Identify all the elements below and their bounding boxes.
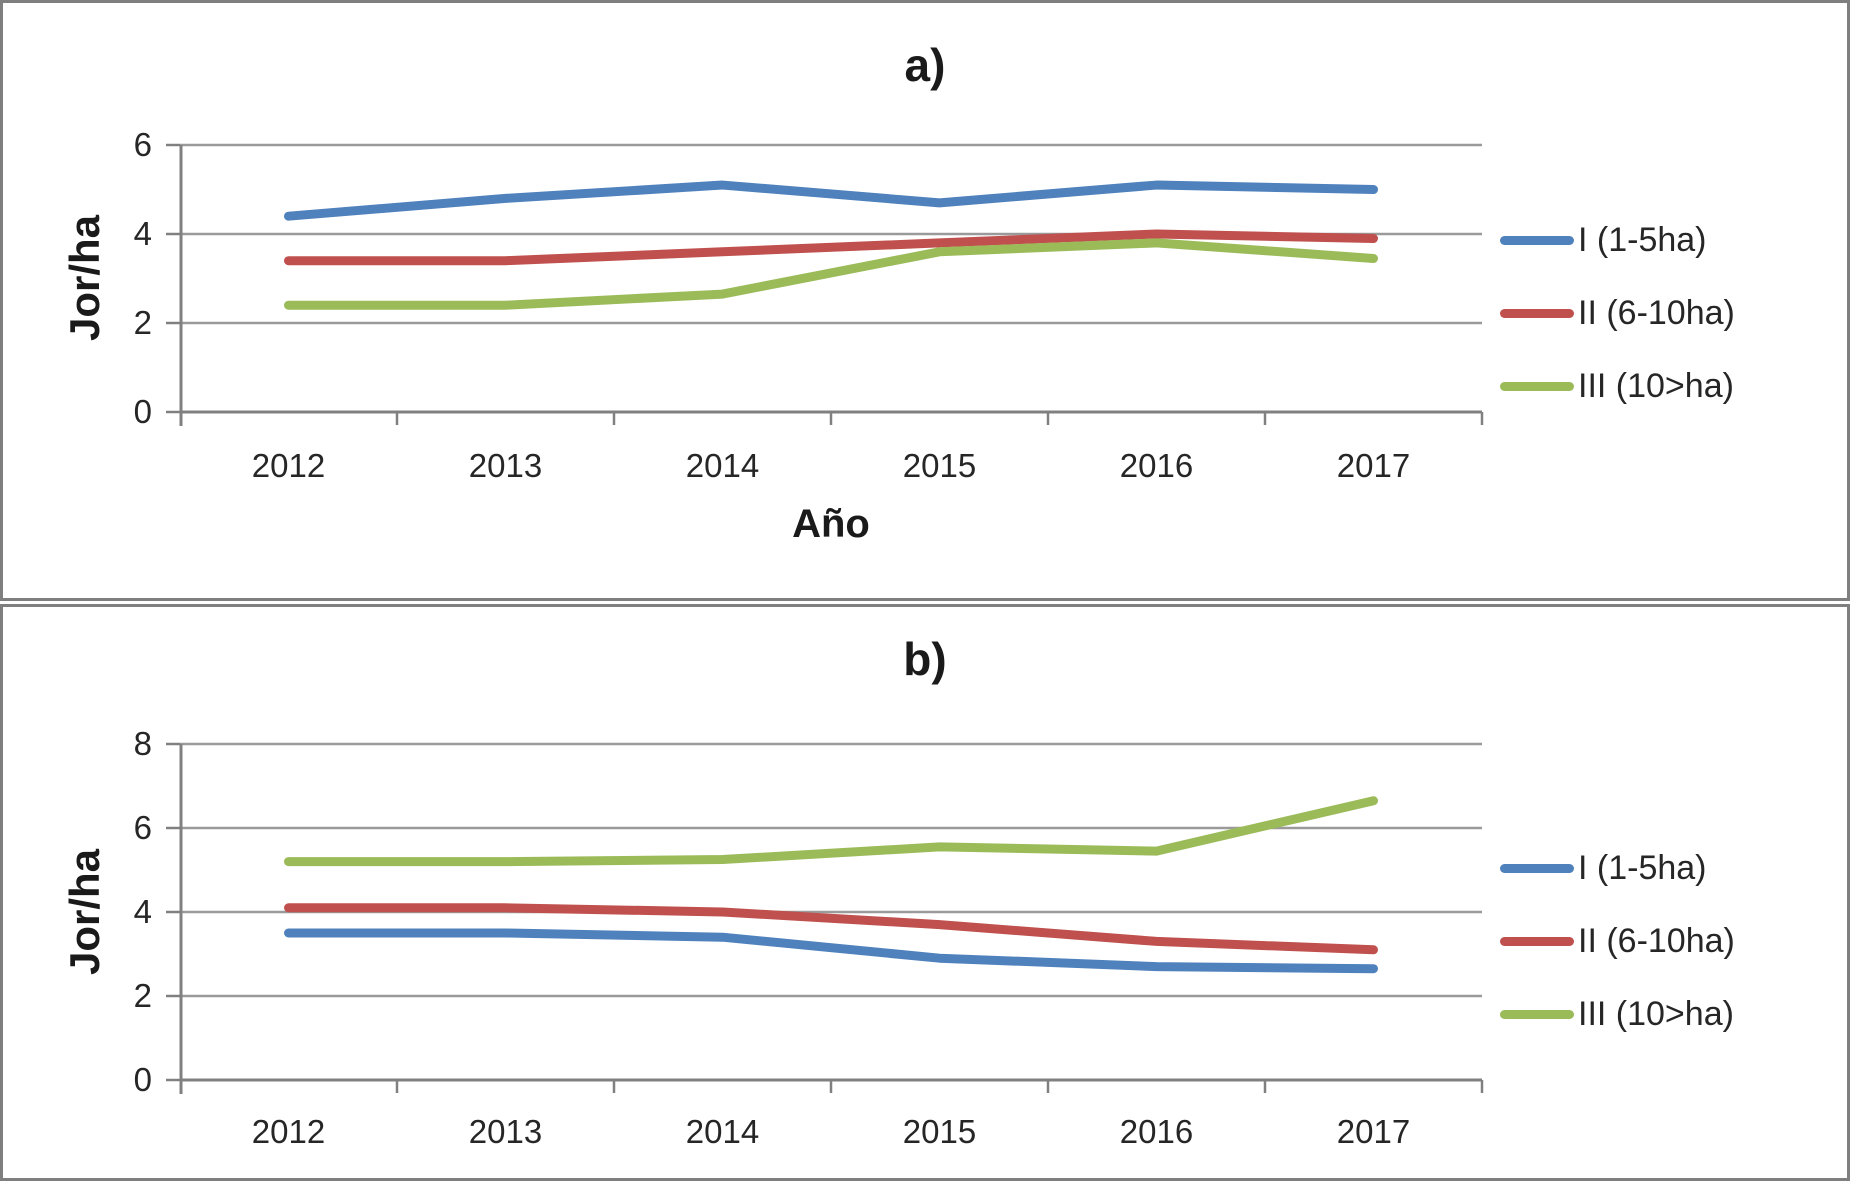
chart-panel-b [0,604,1850,1181]
legend-label: I (1-5ha) [1578,220,1707,259]
chart-b-legend: I (1-5ha) II (6-10ha) III (10>ha) [1500,846,1845,1065]
legend-label: III (10>ha) [1578,994,1734,1033]
legend-item: III (10>ha) [1500,364,1845,408]
y-tick-label: 6 [133,809,152,846]
x-tick-label: 2016 [1119,1113,1194,1150]
y-tick-label: 4 [133,215,152,252]
y-tick-label: 4 [133,893,152,930]
x-tick-label: 2014 [685,447,760,484]
legend-label: II (6-10ha) [1578,293,1735,332]
legend-item: III (10>ha) [1500,992,1845,1036]
x-tick-label: 2017 [1336,447,1411,484]
legend-label: I (1-5ha) [1578,848,1707,887]
chart-a-legend: I (1-5ha) II (6-10ha) III (10>ha) [1500,218,1845,437]
x-tick-label: 2016 [1119,447,1194,484]
x-tick-label: 2015 [902,447,977,484]
y-tick-label: 6 [133,126,152,163]
legend-item: I (1-5ha) [1500,846,1845,890]
x-tick-label: 2013 [468,447,543,484]
chart-a-x-axis-title: Año [792,502,870,546]
y-tick-label: 2 [133,977,152,1014]
x-tick-label: 2014 [685,1113,760,1150]
series-ii-line-swatch [1500,308,1574,318]
x-tick-label: 2012 [251,1113,326,1150]
y-tick-label: 2 [133,304,152,341]
y-tick-label: 0 [133,393,152,430]
legend-item: II (6-10ha) [1500,291,1845,335]
x-tick-label: 2013 [468,1113,543,1150]
x-tick-label: 2017 [1336,1113,1411,1150]
chart-a-title: a) [904,39,946,91]
series-i-line-swatch [1500,863,1574,873]
series-i-line-swatch [1500,235,1574,245]
chart-b-title: b) [903,633,947,685]
x-tick-label: 2012 [251,447,326,484]
legend-label: II (6-10ha) [1578,921,1735,960]
y-tick-label: 0 [133,1061,152,1098]
series-ii-line-swatch [1500,936,1574,946]
series-iii-line-swatch [1500,381,1574,391]
series-iii-line-swatch [1500,1009,1574,1019]
x-tick-label: 2015 [902,1113,977,1150]
legend-item: II (6-10ha) [1500,919,1845,963]
legend-label: III (10>ha) [1578,366,1734,405]
y-tick-label: 8 [133,725,152,762]
legend-item: I (1-5ha) [1500,218,1845,262]
